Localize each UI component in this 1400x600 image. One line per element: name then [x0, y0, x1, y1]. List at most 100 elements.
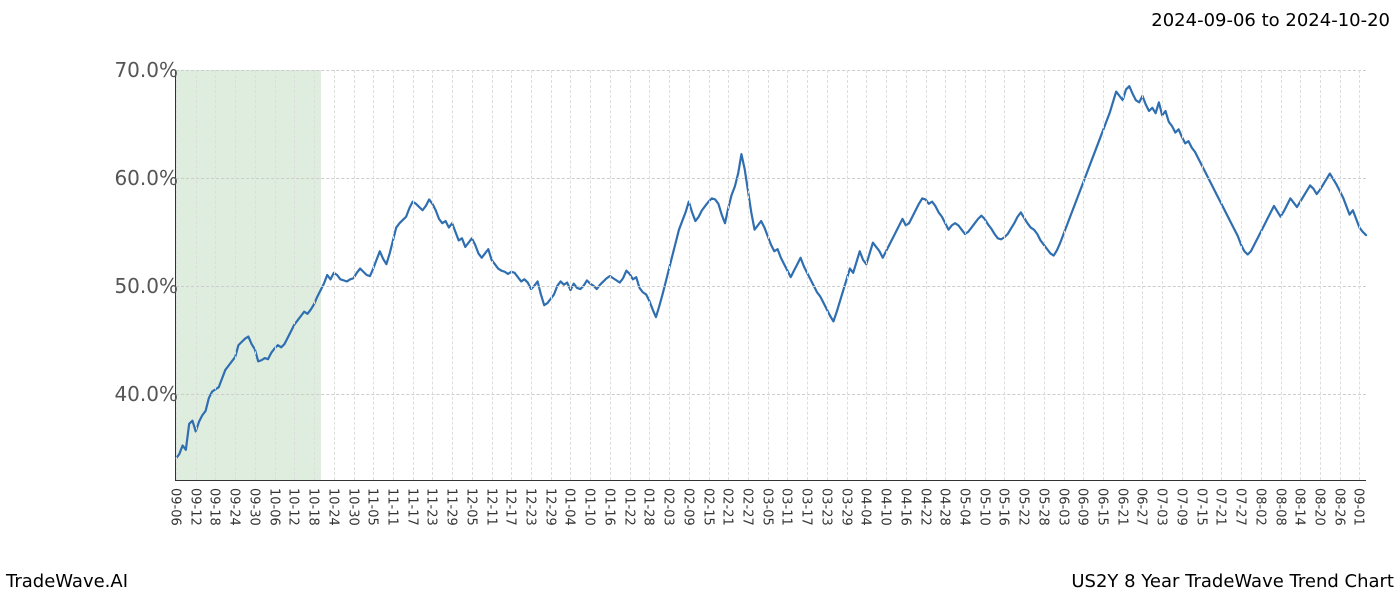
vertical-gridline [965, 70, 966, 480]
vertical-gridline [1123, 70, 1124, 480]
x-tick-label: 07-21 [1213, 488, 1228, 526]
vertical-gridline [1300, 70, 1301, 480]
x-tick-label: 02-03 [661, 488, 676, 526]
x-tick-label: 05-04 [956, 488, 971, 526]
x-tick-label: 10-24 [325, 488, 340, 526]
vertical-gridline [1142, 70, 1143, 480]
vertical-gridline [1044, 70, 1045, 480]
horizontal-gridline [176, 394, 1366, 395]
vertical-gridline [511, 70, 512, 480]
x-tick-label: 06-15 [1095, 488, 1110, 526]
vertical-gridline [807, 70, 808, 480]
vertical-gridline [235, 70, 236, 480]
y-tick-label: 70.0% [98, 58, 178, 82]
vertical-gridline [294, 70, 295, 480]
x-tick-label: 10-18 [306, 488, 321, 526]
x-tick-label: 02-09 [680, 488, 695, 526]
vertical-gridline [630, 70, 631, 480]
x-tick-label: 01-16 [601, 488, 616, 526]
vertical-gridline [669, 70, 670, 480]
x-tick-label: 06-03 [1055, 488, 1070, 526]
x-tick-label: 04-28 [937, 488, 952, 526]
x-tick-label: 11-29 [444, 488, 459, 526]
x-tick-label: 10-12 [286, 488, 301, 526]
vertical-gridline [728, 70, 729, 480]
vertical-gridline [413, 70, 414, 480]
vertical-gridline [1340, 70, 1341, 480]
x-tick-label: 10-30 [345, 488, 360, 526]
vertical-gridline [1182, 70, 1183, 480]
date-range-label: 2024-09-06 to 2024-10-20 [1151, 10, 1390, 31]
x-tick-label: 04-22 [917, 488, 932, 526]
x-tick-label: 09-30 [246, 488, 261, 526]
vertical-gridline [709, 70, 710, 480]
vertical-gridline [275, 70, 276, 480]
series-line [176, 86, 1366, 458]
vertical-gridline [1261, 70, 1262, 480]
x-tick-label: 01-04 [562, 488, 577, 526]
x-tick-label: 07-09 [1173, 488, 1188, 526]
vertical-gridline [689, 70, 690, 480]
vertical-gridline [354, 70, 355, 480]
vertical-gridline [787, 70, 788, 480]
vertical-gridline [1004, 70, 1005, 480]
vertical-gridline [610, 70, 611, 480]
vertical-gridline [1320, 70, 1321, 480]
x-tick-label: 05-16 [996, 488, 1011, 526]
x-tick-label: 01-22 [621, 488, 636, 526]
vertical-gridline [590, 70, 591, 480]
x-tick-label: 04-04 [858, 488, 873, 526]
x-tick-label: 06-09 [1075, 488, 1090, 526]
vertical-gridline [215, 70, 216, 480]
vertical-gridline [334, 70, 335, 480]
x-tick-label: 05-10 [976, 488, 991, 526]
vertical-gridline [472, 70, 473, 480]
x-tick-label: 02-21 [720, 488, 735, 526]
x-tick-label: 02-27 [739, 488, 754, 526]
x-tick-label: 09-18 [207, 488, 222, 526]
vertical-gridline [452, 70, 453, 480]
vertical-gridline [847, 70, 848, 480]
x-tick-label: 02-15 [700, 488, 715, 526]
y-tick-label: 50.0% [98, 274, 178, 298]
vertical-gridline [492, 70, 493, 480]
x-tick-label: 09-06 [168, 488, 183, 526]
vertical-gridline [985, 70, 986, 480]
x-tick-label: 12-29 [542, 488, 557, 526]
vertical-gridline [768, 70, 769, 480]
vertical-gridline [1083, 70, 1084, 480]
x-tick-label: 05-28 [1035, 488, 1050, 526]
x-tick-label: 12-17 [503, 488, 518, 526]
chart-title: US2Y 8 Year TradeWave Trend Chart [1071, 571, 1394, 592]
x-tick-label: 03-11 [779, 488, 794, 526]
vertical-gridline [649, 70, 650, 480]
x-tick-label: 11-17 [404, 488, 419, 526]
vertical-gridline [551, 70, 552, 480]
vertical-gridline [1221, 70, 1222, 480]
x-tick-label: 03-29 [838, 488, 853, 526]
vertical-gridline [373, 70, 374, 480]
x-tick-label: 12-23 [523, 488, 538, 526]
x-tick-label: 11-05 [365, 488, 380, 526]
horizontal-gridline [176, 70, 1366, 71]
vertical-gridline [748, 70, 749, 480]
x-tick-label: 03-23 [818, 488, 833, 526]
x-tick-label: 12-05 [463, 488, 478, 526]
x-tick-label: 04-16 [897, 488, 912, 526]
vertical-gridline [531, 70, 532, 480]
x-tick-label: 08-08 [1272, 488, 1287, 526]
horizontal-gridline [176, 286, 1366, 287]
x-tick-label: 04-10 [878, 488, 893, 526]
x-tick-label: 08-14 [1292, 488, 1307, 526]
vertical-gridline [432, 70, 433, 480]
horizontal-gridline [176, 178, 1366, 179]
vertical-gridline [1281, 70, 1282, 480]
vertical-gridline [255, 70, 256, 480]
y-tick-label: 40.0% [98, 382, 178, 406]
vertical-gridline [906, 70, 907, 480]
chart-plot-area [175, 70, 1366, 481]
vertical-gridline [926, 70, 927, 480]
x-tick-label: 12-11 [483, 488, 498, 526]
x-tick-label: 06-21 [1114, 488, 1129, 526]
vertical-gridline [1103, 70, 1104, 480]
